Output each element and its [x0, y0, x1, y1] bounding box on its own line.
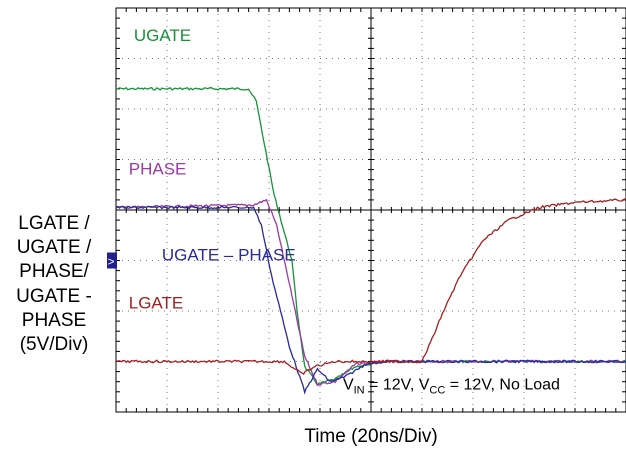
conditions-annotation: VIN = 12V, VCC = 12V, No Load [343, 376, 560, 396]
y-axis-label-line: PHASE [21, 309, 87, 331]
trace-label: LGATE [129, 293, 183, 312]
y-axis-label: LGATE / UGATE / PHASE/ UGATE - PHASE (5V… [0, 212, 108, 357]
trace-label: UGATE – PHASE [162, 246, 296, 265]
trace-lgate [115, 198, 626, 376]
trace-ugate-phase [115, 205, 626, 395]
y-axis-label-line: (5V/Div) [19, 334, 89, 356]
trace-label: UGATE [134, 26, 191, 45]
y-axis-label-line: UGATE / [16, 237, 92, 259]
trace-label: PHASE [129, 160, 187, 179]
y-axis-label-line: PHASE/ [19, 261, 89, 283]
ground-marker-glyph: > [108, 255, 115, 269]
x-axis-label: Time (20ns/Div) [304, 426, 438, 447]
y-axis-label-line: UGATE - [16, 285, 92, 307]
ground-marker [107, 252, 117, 269]
y-axis-label-line: LGATE / [18, 213, 90, 234]
